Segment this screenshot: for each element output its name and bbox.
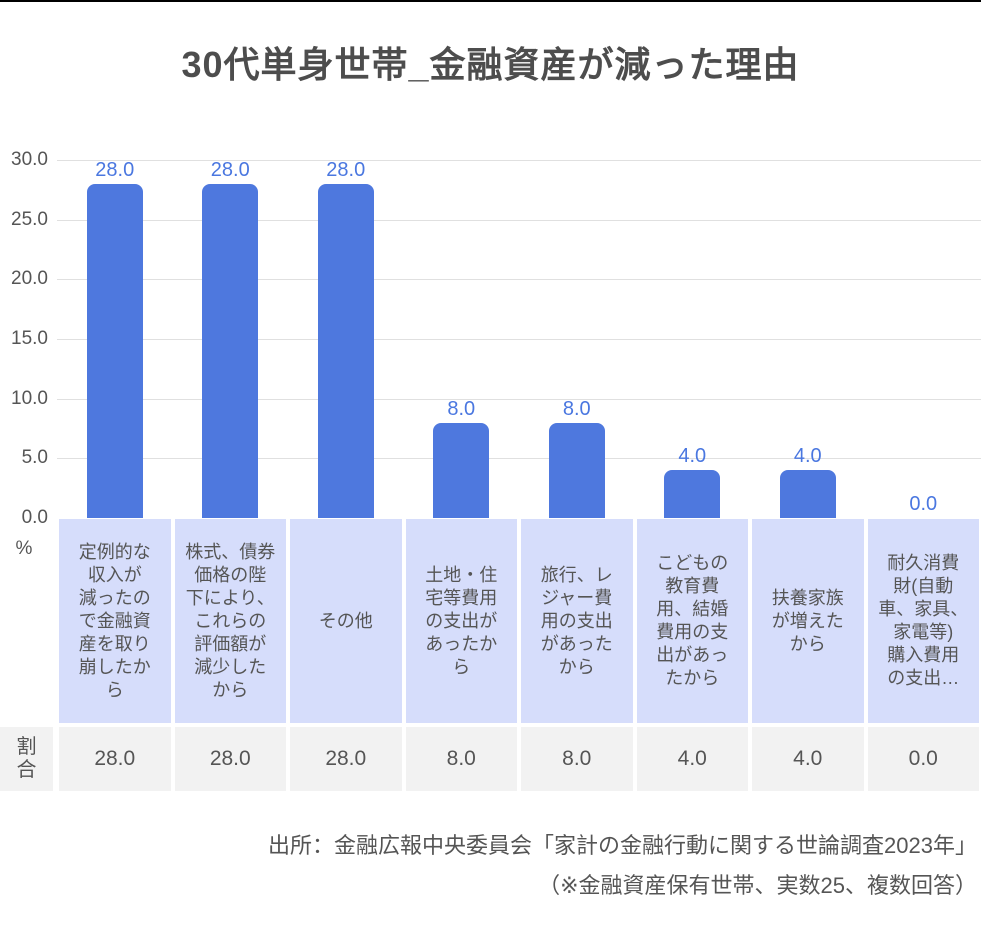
gridline-10 <box>57 399 981 400</box>
bar-value-label: 28.0 <box>95 159 135 181</box>
table-cell: 4.0 <box>752 727 864 791</box>
bar-value-label: 28.0 <box>210 159 250 181</box>
bar <box>779 470 836 518</box>
y-axis-tick: 25.0 <box>11 209 48 230</box>
gridline-15 <box>57 339 981 340</box>
category-label: 旅行、レ ジャー費 用の支出 があった から <box>521 519 633 723</box>
gridline-5 <box>57 458 981 459</box>
y-axis-tick: 10.0 <box>11 388 48 409</box>
bar-value-label: 4.0 <box>793 445 822 467</box>
category-label: 株式、債券 価格の陛 下により、 これらの 評価額が 減少した から <box>174 519 286 723</box>
bar-value-label: 8.0 <box>562 398 591 420</box>
category-label: 定例的な 収入が 減ったの で金融資 産を取り 崩したか ら <box>59 519 171 723</box>
source-line-1: 出所：金融広報中央委員会「家計の金融行動に関する世論調査2023年」 <box>268 833 977 858</box>
gridline-25 <box>57 220 981 221</box>
source-line-2: （※金融資産保有世帯、実数25、複数回答） <box>538 873 977 898</box>
y-axis-tick: 30.0 <box>11 149 48 170</box>
y-axis-tick: 5.0 <box>21 447 48 468</box>
table-cell: 8.0 <box>405 727 517 791</box>
chart-title: 30代単身世帯_金融資産が減った理由 <box>181 44 800 85</box>
bar-value-label: 8.0 <box>447 398 476 420</box>
category-label: こどもの 教育費 用、結婚 費用の支 出があっ たから <box>636 519 748 723</box>
category-label: 土地・住 宅等費用 の支出が あったか ら <box>405 519 517 723</box>
bar-value-label: 4.0 <box>678 445 707 467</box>
gridline-20 <box>57 279 981 280</box>
bar <box>433 423 490 518</box>
y-axis-tick: 0.0 <box>21 507 48 528</box>
table-cell: 28.0 <box>59 727 171 791</box>
category-label: その他 <box>290 519 402 723</box>
table-row-header: 割合 <box>0 727 53 791</box>
table-row-header-label: 割合 <box>16 736 37 781</box>
source-note: 出所：金融広報中央委員会「家計の金融行動に関する世論調査2023年」 （※金融資… <box>7 826 977 906</box>
table-cell: 28.0 <box>290 727 402 791</box>
bar-value-label: 28.0 <box>326 159 366 181</box>
bar <box>86 184 143 518</box>
bar <box>202 184 259 518</box>
table-cell: 0.0 <box>867 727 979 791</box>
y-axis-tick: 15.0 <box>11 328 48 349</box>
top-border <box>0 0 981 2</box>
y-axis-unit: % <box>15 538 33 559</box>
category-label: 扶養家族 が増えた から <box>752 519 864 723</box>
bar <box>664 470 721 518</box>
table-cell: 8.0 <box>521 727 633 791</box>
y-axis-tick: 20.0 <box>11 268 48 289</box>
gridline-30 <box>57 160 981 161</box>
bar-value-label: 0.0 <box>909 493 938 515</box>
bar <box>317 184 374 518</box>
table-cell: 28.0 <box>174 727 286 791</box>
bar <box>548 423 605 518</box>
table-cell: 4.0 <box>636 727 748 791</box>
category-label: 耐久消費 財(自動 車、家具、 家電等) 購入費用 の支出… <box>867 519 979 723</box>
